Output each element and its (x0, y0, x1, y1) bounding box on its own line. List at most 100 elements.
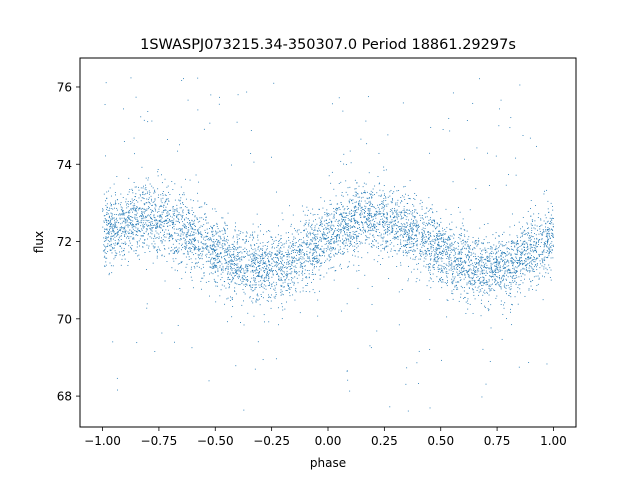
data-point (167, 198, 169, 200)
data-point (441, 260, 443, 262)
data-point (121, 226, 122, 228)
data-point (505, 244, 507, 246)
data-point (181, 262, 183, 264)
data-point (129, 209, 131, 211)
data-point (175, 239, 177, 241)
data-point (294, 271, 296, 273)
data-point (440, 258, 442, 260)
data-point (528, 256, 530, 258)
data-point (378, 152, 380, 154)
data-point (330, 182, 332, 184)
data-point (338, 240, 340, 242)
data-point (422, 240, 424, 242)
data-point (354, 219, 356, 221)
data-point (218, 239, 220, 241)
data-point (441, 251, 443, 252)
data-point (549, 246, 551, 248)
data-point (268, 260, 270, 262)
data-point (391, 229, 393, 231)
data-point (552, 229, 553, 231)
data-point (357, 251, 359, 253)
data-point (444, 234, 446, 235)
data-point (347, 238, 349, 240)
data-point (129, 189, 131, 190)
data-point (108, 216, 110, 218)
data-point (247, 279, 249, 281)
data-point (236, 252, 238, 254)
data-point (506, 260, 508, 262)
data-point (380, 216, 382, 217)
data-point (322, 228, 324, 230)
data-point (340, 214, 342, 216)
data-point (431, 208, 433, 210)
data-point (457, 269, 458, 270)
data-point (253, 284, 255, 286)
data-point (193, 254, 194, 256)
data-point (119, 251, 120, 253)
data-point (266, 231, 268, 233)
data-point (516, 253, 518, 255)
data-point (337, 208, 338, 209)
data-point (358, 264, 360, 266)
data-point (124, 219, 126, 220)
data-point (431, 204, 433, 206)
data-point (424, 228, 426, 229)
data-point (346, 212, 348, 214)
data-point (346, 370, 348, 372)
data-point (428, 267, 430, 269)
data-point (440, 234, 442, 236)
data-point (338, 252, 340, 253)
data-point (342, 215, 344, 217)
data-point (224, 269, 226, 271)
data-point (265, 275, 267, 277)
data-point (342, 242, 344, 244)
data-point (504, 267, 506, 269)
data-point (416, 229, 417, 231)
data-point (315, 258, 317, 260)
data-point (276, 272, 278, 274)
data-point (304, 223, 306, 225)
data-point (314, 229, 316, 231)
data-point (303, 254, 305, 256)
data-point (503, 231, 505, 233)
data-point (306, 250, 308, 252)
data-point (258, 265, 260, 267)
data-point (102, 210, 104, 212)
data-point (454, 242, 456, 244)
data-point (453, 289, 455, 290)
data-point (348, 223, 349, 225)
data-point (376, 226, 378, 227)
data-point (547, 232, 549, 234)
data-point (536, 246, 538, 248)
data-point (284, 308, 286, 310)
data-point (218, 262, 220, 263)
data-point (491, 267, 492, 269)
data-point (295, 288, 297, 289)
data-point (369, 345, 371, 347)
data-point (262, 359, 264, 361)
data-point (519, 250, 521, 252)
data-point (407, 194, 409, 196)
data-point (483, 277, 485, 279)
data-point (307, 257, 309, 259)
data-point (268, 259, 269, 261)
data-point (453, 249, 455, 251)
data-point (375, 208, 377, 210)
data-point (257, 260, 259, 262)
data-point (119, 213, 121, 215)
data-point (449, 243, 451, 245)
data-point (216, 224, 218, 225)
data-point (368, 209, 370, 211)
data-point (197, 230, 199, 232)
data-point (244, 275, 246, 277)
data-point (480, 266, 482, 268)
data-point (199, 258, 200, 260)
data-point (326, 209, 328, 211)
data-point (469, 282, 471, 284)
data-point (119, 227, 121, 229)
data-point (473, 247, 475, 248)
data-point (553, 245, 554, 247)
data-point (160, 231, 162, 233)
data-point (525, 268, 527, 270)
data-point (400, 230, 402, 232)
